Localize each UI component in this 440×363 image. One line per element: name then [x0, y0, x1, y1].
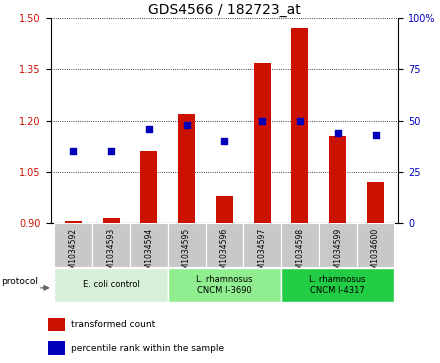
Bar: [291, 28, 308, 223]
Bar: [55, 268, 168, 302]
Bar: [329, 136, 346, 223]
Point: [259, 118, 266, 123]
Point: [297, 118, 304, 123]
Text: GSM1034594: GSM1034594: [144, 228, 153, 279]
Point: [334, 130, 341, 136]
Bar: [367, 182, 384, 223]
Text: L. rhamnosus
CNCM I-4317: L. rhamnosus CNCM I-4317: [309, 275, 366, 295]
Text: percentile rank within the sample: percentile rank within the sample: [71, 343, 224, 352]
Point: [107, 148, 114, 154]
Bar: [205, 223, 243, 267]
Point: [145, 126, 152, 132]
Text: GSM1034597: GSM1034597: [258, 228, 267, 279]
Text: GSM1034598: GSM1034598: [296, 228, 304, 279]
Bar: [168, 223, 205, 267]
Bar: [216, 196, 233, 223]
Text: L. rhamnosus
CNCM I-3690: L. rhamnosus CNCM I-3690: [196, 275, 253, 295]
Bar: [103, 218, 120, 223]
Bar: [48, 342, 65, 355]
Text: GSM1034592: GSM1034592: [69, 228, 78, 279]
Bar: [48, 318, 65, 331]
Point: [183, 122, 190, 128]
Bar: [243, 223, 281, 267]
Text: E. coli control: E. coli control: [83, 281, 139, 289]
Bar: [281, 268, 394, 302]
Bar: [281, 223, 319, 267]
Bar: [55, 223, 92, 267]
Bar: [140, 151, 158, 223]
Text: protocol: protocol: [1, 277, 38, 286]
Bar: [178, 114, 195, 223]
Title: GDS4566 / 182723_at: GDS4566 / 182723_at: [148, 3, 301, 17]
Text: GSM1034595: GSM1034595: [182, 228, 191, 279]
Bar: [168, 268, 281, 302]
Text: GSM1034600: GSM1034600: [371, 228, 380, 279]
Bar: [254, 62, 271, 223]
Point: [372, 132, 379, 138]
Text: transformed count: transformed count: [71, 320, 155, 329]
Point: [70, 148, 77, 154]
Bar: [92, 223, 130, 267]
Bar: [130, 223, 168, 267]
Text: GSM1034596: GSM1034596: [220, 228, 229, 279]
Point: [221, 138, 228, 144]
Bar: [319, 223, 357, 267]
Text: GSM1034599: GSM1034599: [333, 228, 342, 279]
Text: GSM1034593: GSM1034593: [106, 228, 116, 279]
Bar: [65, 221, 82, 223]
Bar: [357, 223, 394, 267]
